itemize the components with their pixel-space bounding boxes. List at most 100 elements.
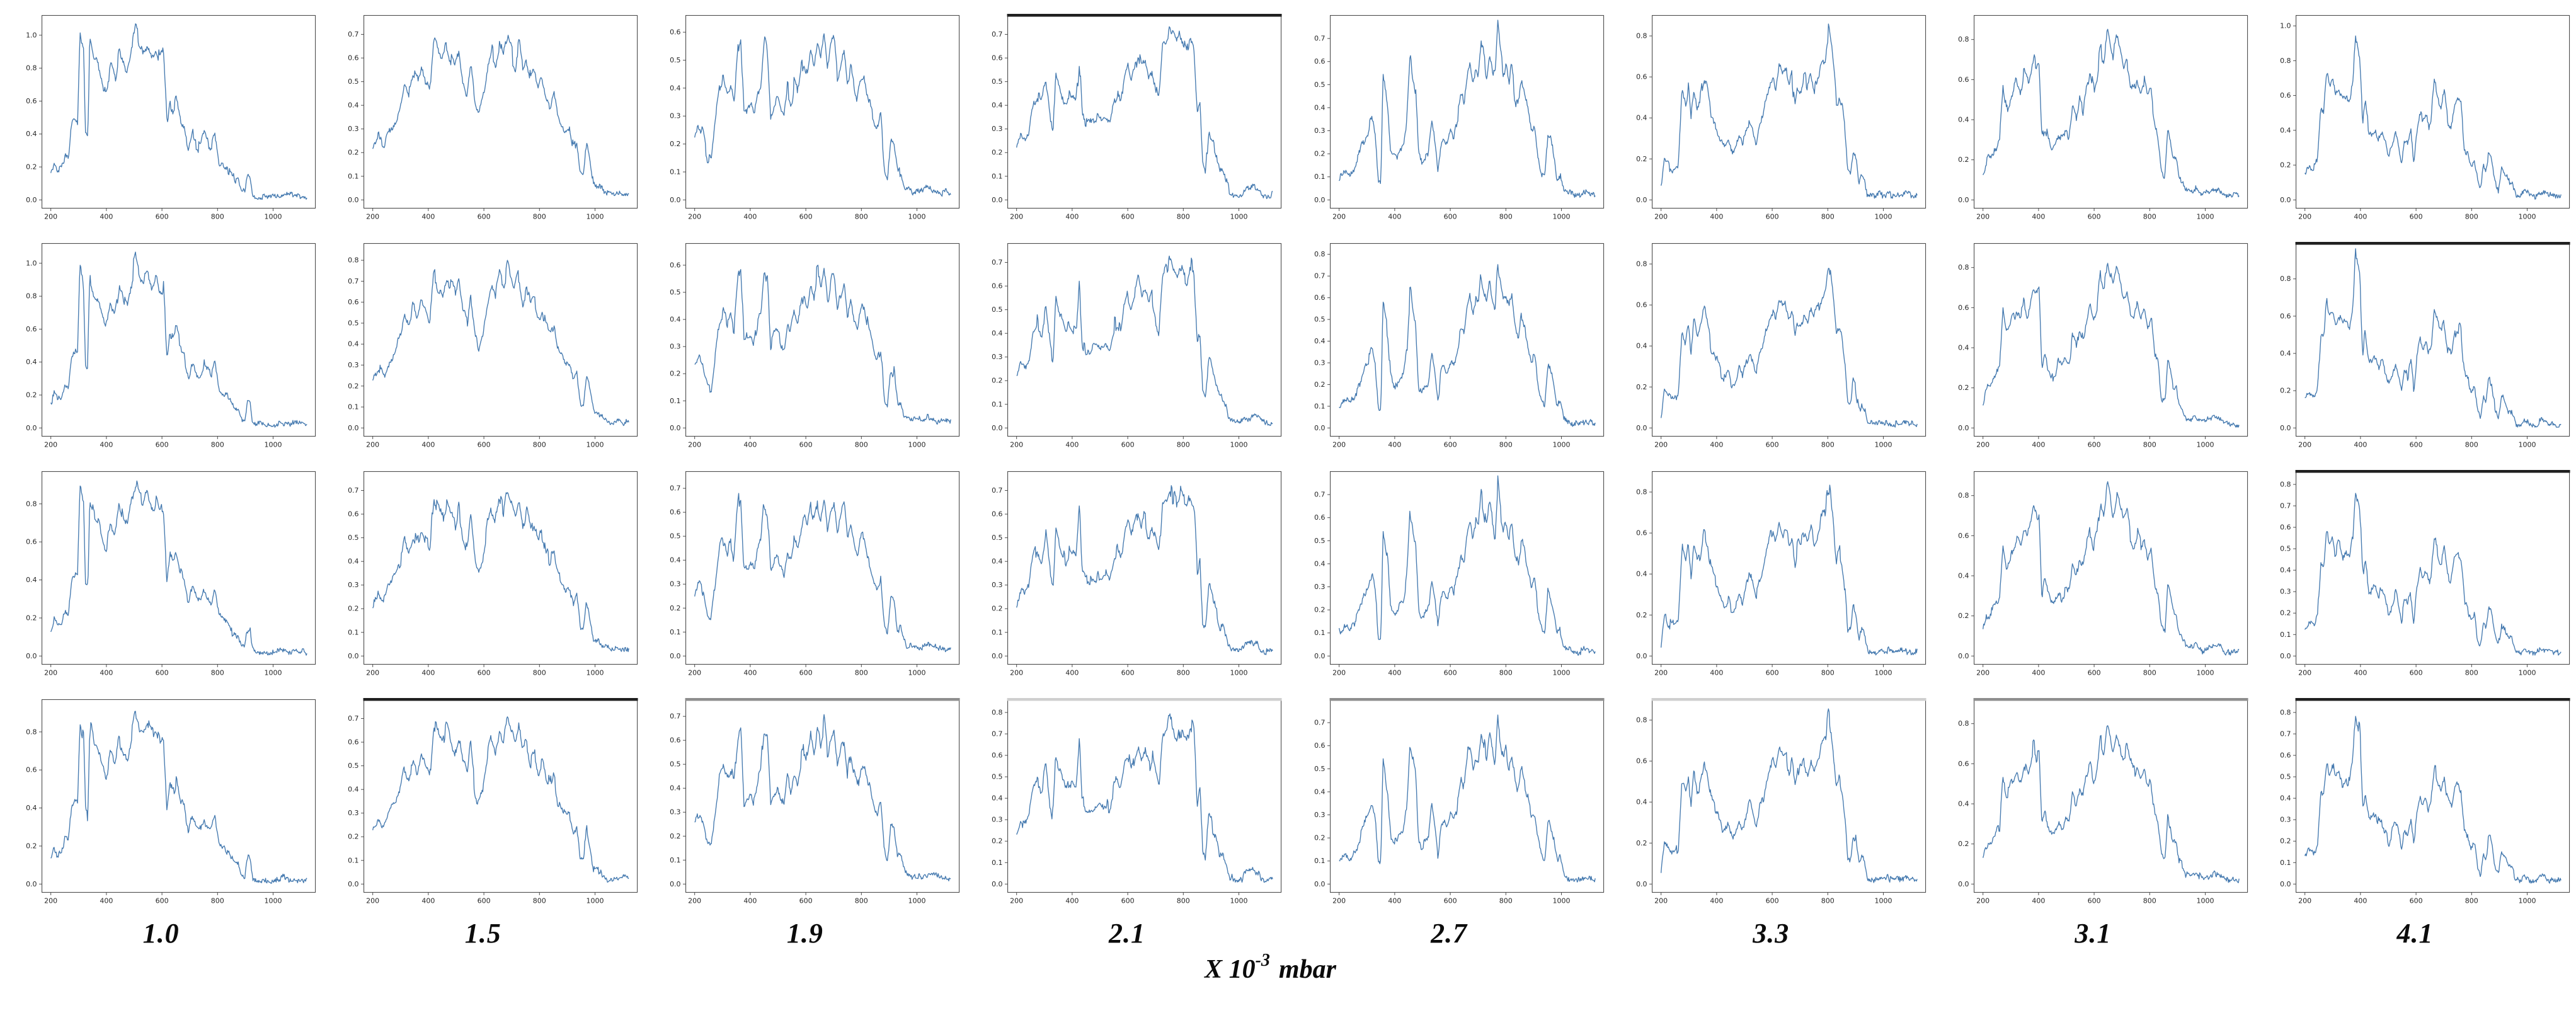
y-tick-label: 0.3 [670, 343, 681, 351]
y-tick-label: 0.4 [2280, 794, 2291, 803]
subplot-r3-c7: 0.0 0.2 0.4 0.6 0.8 200 400 600 800 1000 [1958, 471, 2248, 677]
y-tick-label: 0.6 [1958, 76, 1969, 84]
spectrum-line [1016, 713, 1274, 883]
x-tick-label: 200 [44, 213, 57, 221]
subplot-r4-c2: 0.0 0.1 0.2 0.3 0.4 0.5 0.6 0.7 200 400 600 800 1000 [348, 698, 638, 905]
x-tick-label: 800 [2465, 441, 2478, 449]
subplot-r2-c8: 0.0 0.2 0.4 0.6 0.8 200 400 600 800 1000 [2280, 242, 2570, 449]
y-tick-label: 0.6 [348, 738, 359, 747]
y-tick-label: 0.6 [992, 54, 1003, 62]
y-tick-label: 0.3 [348, 581, 359, 589]
y-tick-label: 0.6 [2280, 312, 2291, 320]
y-tick-label: 0.1 [2280, 631, 2291, 639]
subplot-r4-c4: 0.0 0.1 0.2 0.3 0.4 0.5 0.6 0.7 0.8 200 400 600 800 1… [992, 698, 1282, 905]
x-tick-label: 800 [533, 897, 546, 905]
x-tick-label: 400 [1710, 441, 1723, 449]
subplot-r2-c5: 0.0 0.1 0.2 0.3 0.4 0.5 0.6 0.7 0.8 200 400 600 800 1… [1314, 243, 1604, 449]
x-tick-label: 200 [44, 897, 57, 905]
y-tick-label: 0.5 [670, 760, 681, 769]
y-tick-label: 0.6 [1958, 760, 1969, 768]
subplot-r4-c8: 0.0 0.1 0.2 0.3 0.4 0.5 0.6 0.7 0.8 200 400 600 800 1… [2280, 698, 2570, 905]
x-tick-label: 800 [211, 897, 224, 905]
y-tick-label: 0.4 [1958, 344, 1969, 352]
y-tick-label: 0.1 [992, 859, 1003, 867]
x-tick-label: 800 [2143, 897, 2156, 905]
x-tick-label: 600 [478, 897, 491, 905]
spectrum-line [1660, 23, 1918, 199]
y-tick-label: 0.2 [1314, 381, 1325, 389]
subplot-r2-c4: 0.0 0.1 0.2 0.3 0.4 0.5 0.6 0.7 200 400 600 800 1000 [992, 243, 1282, 449]
y-tick-label: 0.6 [670, 508, 681, 517]
spectrum-line [372, 35, 629, 197]
y-tick-label: 0.7 [992, 30, 1003, 38]
spectrum-line [1982, 28, 2240, 198]
spectrum-line [1338, 20, 1596, 198]
x-tick-label: 400 [100, 441, 113, 449]
x-tick-label: 1000 [1230, 441, 1248, 449]
y-tick-label: 0.1 [348, 403, 359, 411]
y-tick-label: 0.0 [1636, 880, 1647, 888]
x-tick-label: 1000 [1230, 669, 1248, 677]
x-tick-label: 800 [2143, 669, 2156, 677]
x-tick-label: 800 [2465, 897, 2478, 905]
spectrum-line [50, 711, 307, 884]
y-tick-label: 0.6 [2280, 752, 2291, 760]
subplot-r2-c2: 0.0 0.1 0.2 0.3 0.4 0.5 0.6 0.7 0.8 200 400 600 800 1… [348, 243, 638, 449]
x-tick-label: 200 [2298, 897, 2311, 905]
x-tick-label: 200 [1654, 441, 1668, 449]
y-tick-label: 0.7 [2280, 501, 2291, 510]
x-tick-label: 800 [855, 897, 868, 905]
y-tick-label: 0.6 [992, 510, 1003, 518]
x-tick-label: 200 [1010, 441, 1024, 449]
y-tick-label: 0.2 [670, 370, 681, 378]
x-tick-label: 1000 [2196, 897, 2214, 905]
x-tick-label: 1000 [2196, 441, 2214, 449]
x-tick-label: 200 [1332, 669, 1346, 677]
y-tick-label: 0.1 [670, 397, 681, 405]
y-tick-label: 0.2 [1958, 840, 1969, 848]
y-tick-label: 0.5 [670, 56, 681, 64]
y-tick-label: 0.4 [670, 556, 681, 564]
y-tick-label: 0.8 [1958, 263, 1969, 272]
y-tick-label: 0.3 [1314, 583, 1325, 591]
spectrum-line [1660, 484, 1918, 656]
y-tick-label: 0.2 [992, 837, 1003, 845]
y-tick-label: 0.4 [1636, 342, 1647, 350]
y-tick-label: 0.3 [992, 125, 1003, 133]
spectrum-line [372, 492, 629, 653]
y-tick-label: 0.0 [1314, 652, 1325, 660]
x-tick-label: 200 [44, 669, 57, 677]
y-tick-label: 0.7 [670, 484, 681, 493]
y-tick-label: 0.2 [348, 382, 359, 390]
y-tick-label: 0.8 [1636, 260, 1647, 268]
spectrum-line [2304, 35, 2562, 200]
y-tick-label: 0.3 [670, 580, 681, 588]
y-tick-label: 0.2 [348, 605, 359, 613]
y-tick-label: 0.1 [348, 172, 359, 180]
x-tick-label: 400 [100, 213, 113, 221]
pressure-label: 3.1 [2075, 918, 2112, 949]
subplot-r3-c1: 0.0 0.2 0.4 0.6 0.8 200 400 600 800 1000 [26, 471, 316, 677]
x-tick-label: 400 [2354, 213, 2367, 221]
y-tick-label: 0.2 [2280, 837, 2291, 845]
x-tick-label: 600 [2409, 441, 2422, 449]
y-tick-label: 0.1 [348, 628, 359, 636]
x-tick-label: 800 [1499, 441, 1512, 449]
x-tick-label: 400 [744, 441, 757, 449]
x-tick-label: 400 [1388, 669, 1401, 677]
subplot-r2-c1: 0.0 0.2 0.4 0.6 0.8 1.0 200 400 600 800 1000 [26, 243, 316, 449]
y-tick-label: 0.3 [1314, 358, 1325, 367]
x-tick-label: 600 [2087, 213, 2100, 221]
x-tick-label: 1000 [908, 897, 926, 905]
x-tick-label: 200 [1332, 897, 1346, 905]
unit-name: mbar [1278, 955, 1336, 984]
y-tick-label: 0.5 [348, 534, 359, 542]
x-tick-label: 800 [1177, 897, 1190, 905]
y-tick-label: 0.4 [348, 786, 359, 794]
x-tick-label: 200 [2298, 669, 2311, 677]
y-tick-label: 0.8 [26, 728, 37, 736]
y-tick-label: 0.6 [2280, 524, 2291, 532]
y-tick-label: 0.2 [1958, 384, 1969, 392]
y-tick-label: 0.2 [1958, 156, 1969, 164]
pressure-label: 1.9 [786, 918, 823, 949]
